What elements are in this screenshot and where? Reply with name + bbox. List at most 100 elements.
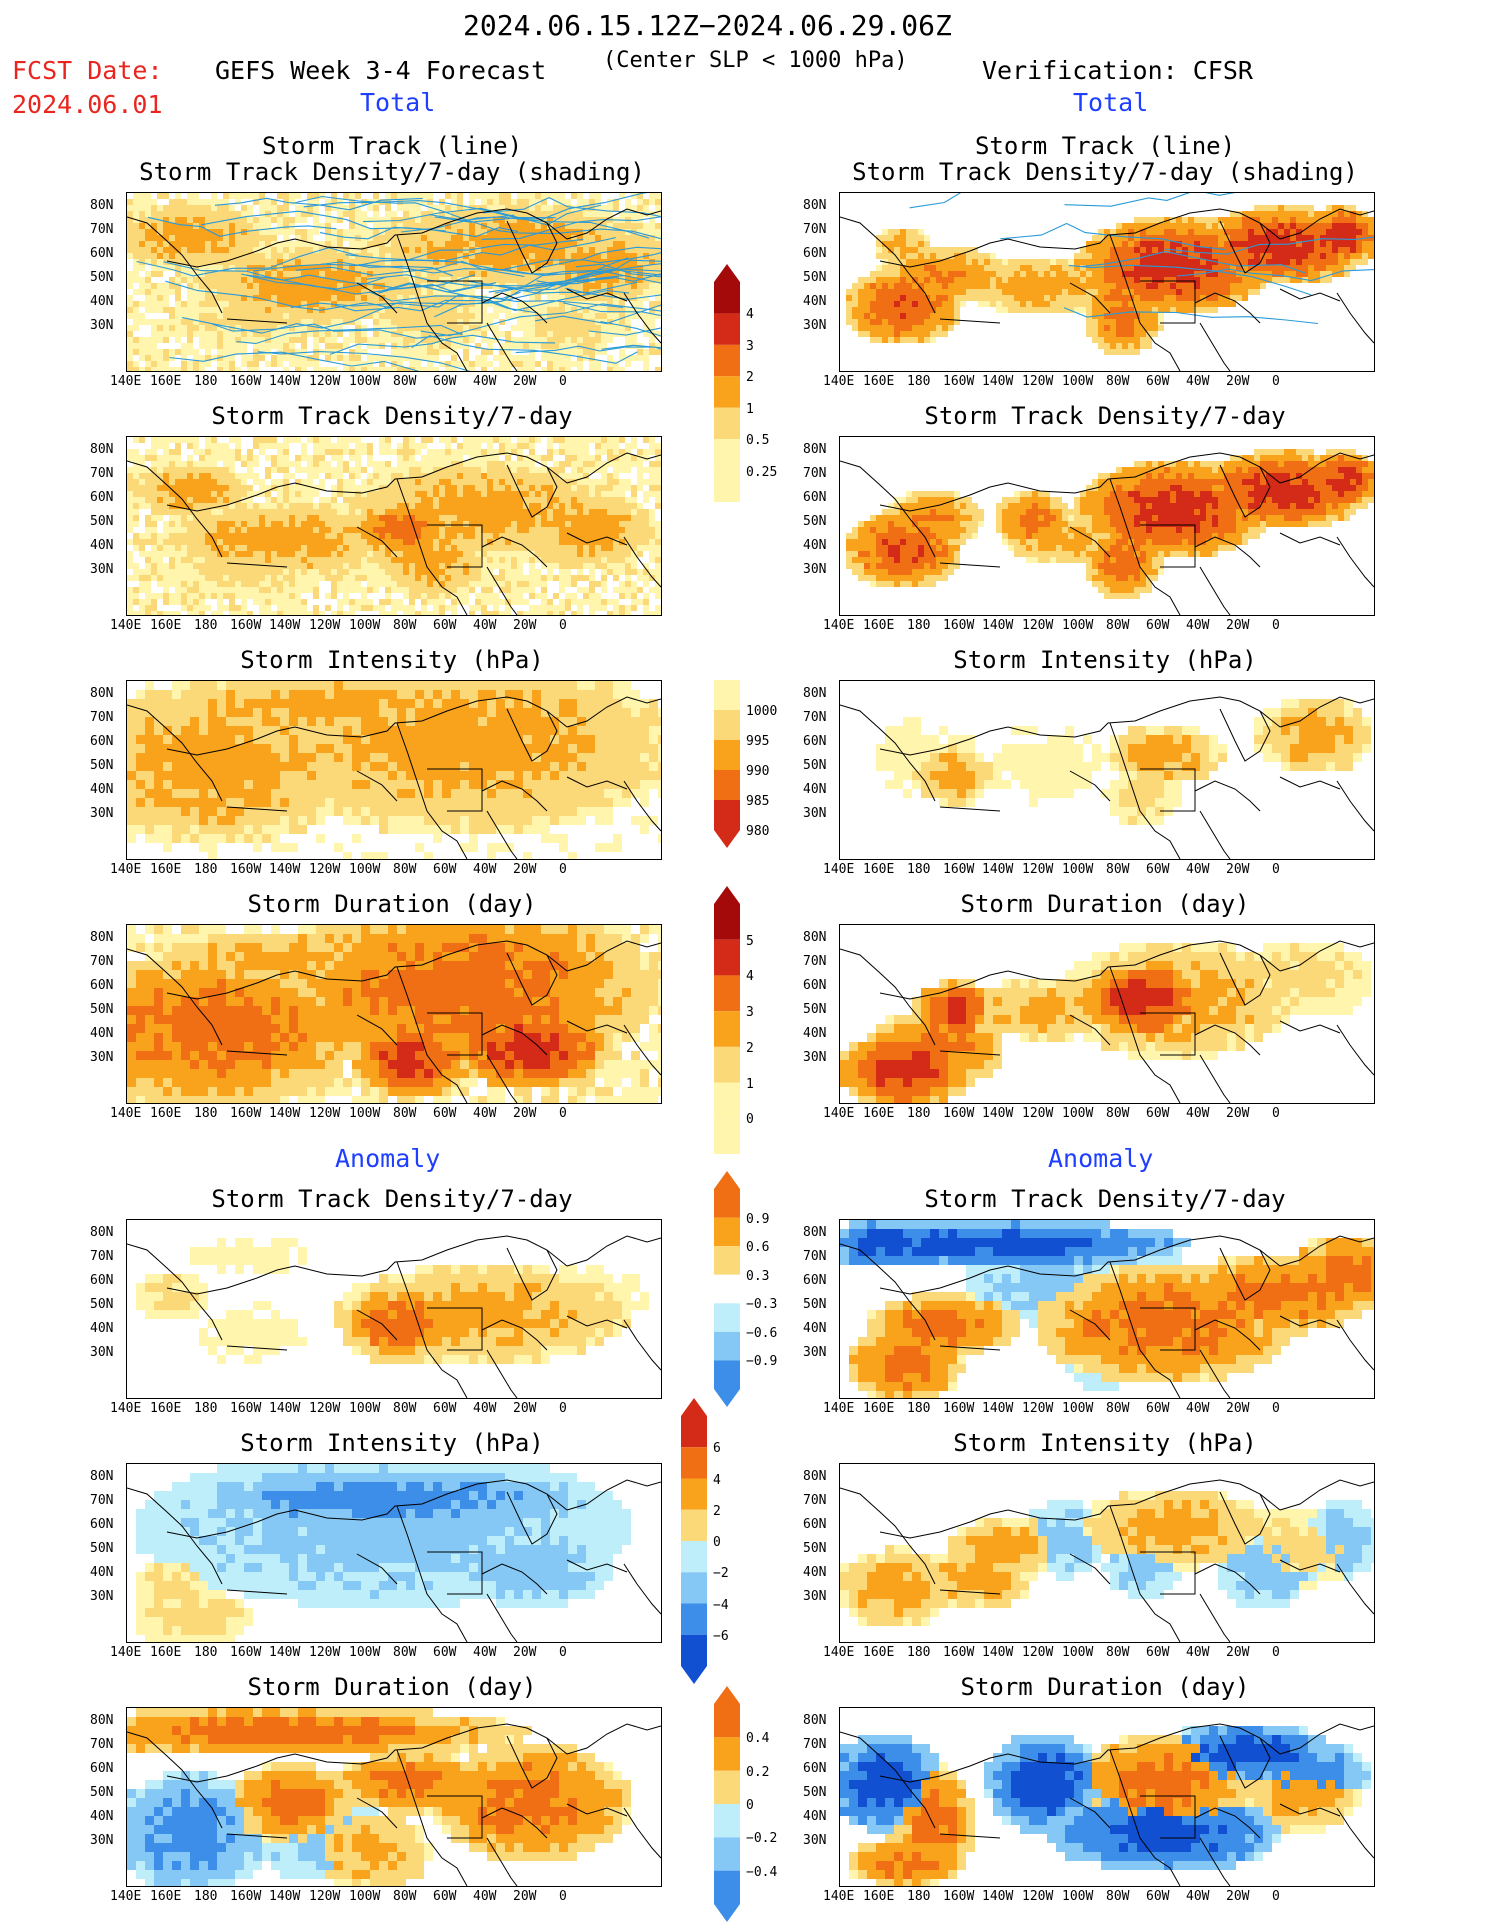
shading-cell: [355, 331, 361, 337]
shading-cell: [343, 271, 349, 277]
shading-cell: [241, 223, 247, 229]
shading-cell: [1314, 271, 1320, 277]
shading-cell: [954, 301, 960, 307]
shading-cell: [529, 331, 535, 337]
shading-cell: [259, 301, 265, 307]
shading-cell: [936, 283, 942, 289]
shading-cell: [1032, 307, 1038, 313]
shading-cell: [301, 491, 307, 497]
shading-cell: [463, 491, 469, 497]
shading-cell: [1308, 205, 1314, 211]
shading-cell: [289, 461, 295, 467]
shading-cell: [145, 355, 151, 361]
shading-cell: [637, 301, 643, 307]
shading-cell: [481, 449, 487, 455]
shading-cell: [421, 521, 427, 527]
shading-cell: [199, 473, 205, 479]
lat-tick-label: 80N: [90, 198, 113, 213]
shading-cell: [1014, 277, 1020, 283]
shading-cell: [133, 485, 139, 491]
shading-cell: [289, 337, 295, 343]
shading-cell: [481, 367, 487, 371]
shading-cell: [1182, 301, 1188, 307]
shading-cell: [187, 521, 193, 527]
shading-cell: [882, 295, 888, 301]
shading-cell: [127, 527, 133, 533]
shading-cell: [1266, 265, 1272, 271]
shading-cell: [577, 283, 583, 289]
shading-cell: [259, 223, 265, 229]
shading-cell: [277, 467, 283, 473]
shading-cell: [199, 461, 205, 467]
shading-cell: [247, 355, 253, 361]
shading-cell: [223, 337, 229, 343]
shading-cell: [613, 437, 619, 443]
shading-cell: [133, 515, 139, 521]
shading-cell: [163, 319, 169, 325]
shading-cell: [553, 253, 559, 259]
shading-cell: [241, 503, 247, 509]
shading-cell: [1278, 205, 1284, 211]
shading-cell: [133, 367, 139, 371]
shading-cell: [199, 301, 205, 307]
shading-cell: [517, 259, 523, 265]
shading-cell: [1146, 325, 1152, 331]
shading-cell: [433, 503, 439, 509]
shading-cell: [235, 283, 241, 289]
shading-cell: [205, 491, 211, 497]
shading-cell: [253, 223, 259, 229]
shading-cell: [175, 485, 181, 491]
shading-cell: [415, 319, 421, 325]
shading-cell: [649, 193, 655, 199]
shading-cell: [199, 307, 205, 313]
shading-cell: [253, 289, 259, 295]
shading-cell: [643, 349, 649, 355]
shading-cell: [649, 199, 655, 205]
shading-cell: [397, 193, 403, 199]
shading-cell: [187, 289, 193, 295]
shading-cell: [1272, 229, 1278, 235]
shading-cell: [319, 437, 325, 443]
shading-cell: [205, 331, 211, 337]
shading-cell: [421, 367, 427, 371]
shading-cell: [649, 515, 655, 521]
shading-cell: [475, 455, 481, 461]
shading-cell: [966, 277, 972, 283]
shading-cell: [595, 503, 601, 509]
shading-cell: [1230, 235, 1236, 241]
shading-cell: [175, 307, 181, 313]
shading-cell: [1194, 265, 1200, 271]
shading-cell: [481, 503, 487, 509]
shading-cell: [133, 313, 139, 319]
shading-cell: [936, 295, 942, 301]
shading-cell: [1152, 271, 1158, 277]
shading-cell: [463, 241, 469, 247]
shading-cell: [319, 479, 325, 485]
shading-cell: [217, 491, 223, 497]
shading-cell: [601, 253, 607, 259]
shading-cell: [511, 509, 517, 515]
shading-cell: [421, 437, 427, 443]
shading-cell: [906, 301, 912, 307]
shading-cell: [385, 277, 391, 283]
shading-cell: [649, 461, 655, 467]
shading-cell: [1044, 265, 1050, 271]
shading-cell: [289, 193, 295, 199]
shading-cell: [1224, 247, 1230, 253]
shading-cell: [217, 367, 223, 371]
shading-cell: [427, 467, 433, 473]
shading-cell: [247, 337, 253, 343]
shading-cell: [565, 443, 571, 449]
shading-cell: [619, 235, 625, 241]
shading-cell: [259, 331, 265, 337]
shading-cell: [613, 325, 619, 331]
shading-cell: [589, 485, 595, 491]
shading-cell: [631, 521, 637, 527]
shading-cell: [139, 289, 145, 295]
shading-cell: [517, 361, 523, 367]
shading-cell: [403, 247, 409, 253]
shading-cell: [163, 461, 169, 467]
shading-cell: [613, 521, 619, 527]
lat-tick-label: 30N: [90, 318, 113, 333]
shading-cell: [361, 289, 367, 295]
